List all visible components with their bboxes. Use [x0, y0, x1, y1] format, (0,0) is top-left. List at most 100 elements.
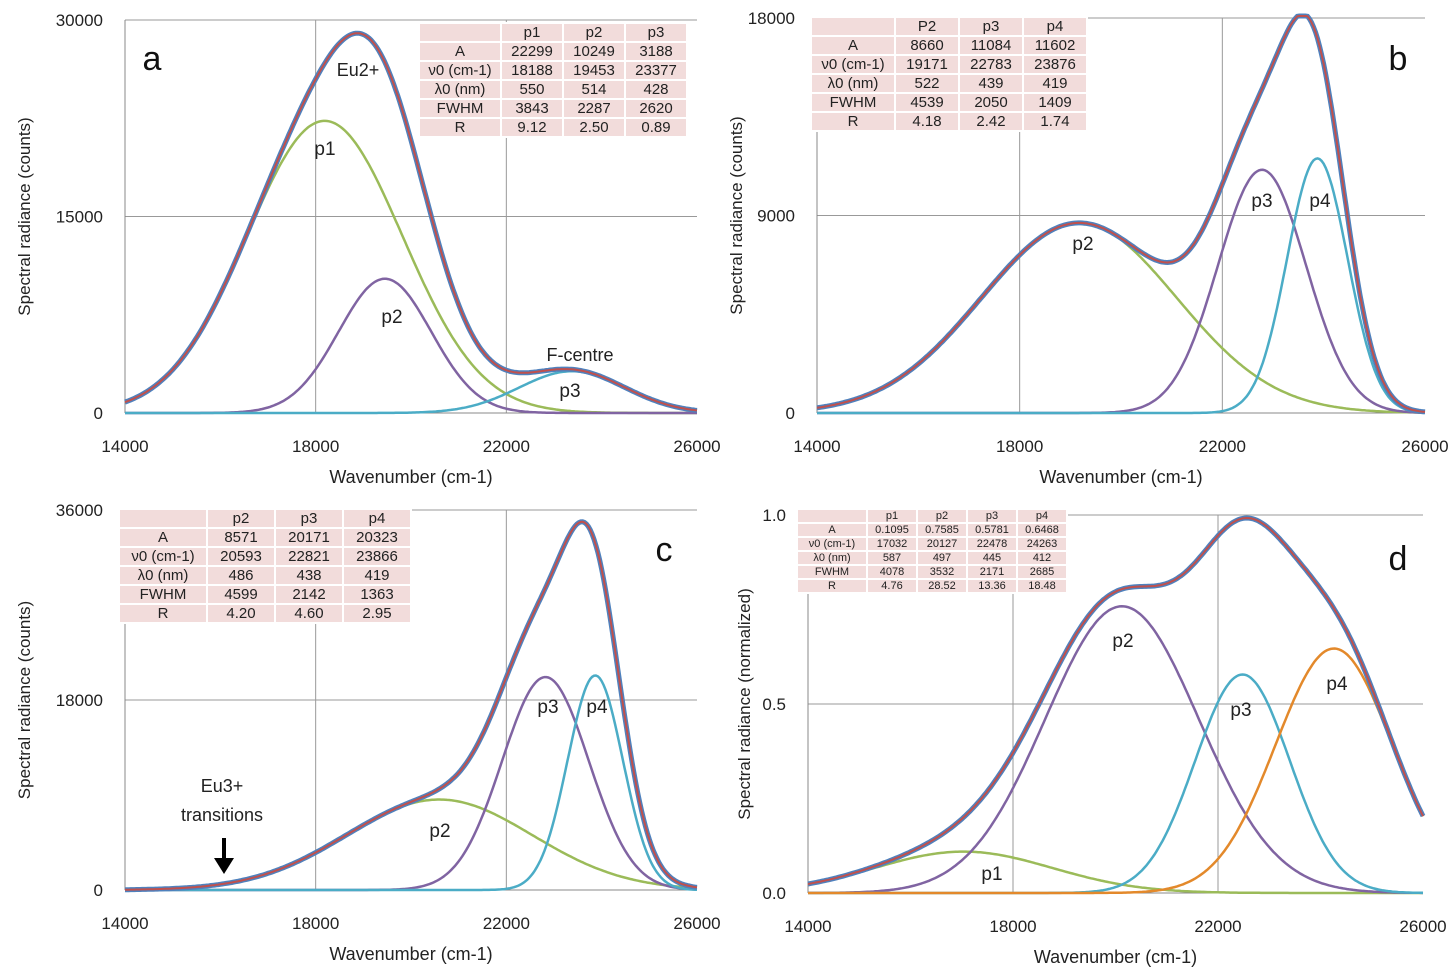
series-label-p3: p3 [1251, 191, 1272, 212]
table-cell: 10249 [564, 43, 624, 60]
table-cell: 0.6468 [1018, 524, 1066, 536]
x-tick-label: 18000 [292, 437, 339, 456]
fit-sum-line [816, 15, 1426, 413]
table-cell: FWHM [812, 94, 894, 111]
table-row: A 0.1095 0.7585 0.5781 0.6468 [798, 524, 1066, 536]
x-tick-label: 22000 [483, 437, 530, 456]
series-label-p2: p2 [1112, 631, 1133, 652]
table-cell: 1.74 [1024, 113, 1086, 130]
annotation: F-centre [546, 345, 613, 365]
x-axis-label: Wavenumber (cm-1) [1034, 947, 1197, 967]
table-cell: R [420, 119, 500, 136]
table-row: P2 p3 p4 [812, 18, 1086, 35]
x-tick-label: 14000 [784, 917, 831, 936]
x-tick-label: 26000 [673, 914, 720, 933]
table-cell: 19453 [564, 62, 624, 79]
y-axis-label: Spectral radiance (normalized) [735, 588, 754, 820]
table-cell [812, 18, 894, 35]
table-cell: ν0 (cm-1) [812, 56, 894, 73]
table-row: p1 p2 p3 [420, 24, 686, 41]
table-cell: P2 [896, 18, 958, 35]
x-tick-label: 18000 [292, 914, 339, 933]
table-cell: p3 [968, 510, 1016, 522]
x-tick-label: 26000 [673, 437, 720, 456]
x-tick-label: 14000 [101, 914, 148, 933]
table-cell: 419 [344, 567, 410, 584]
table-row: FWHM 4599 2142 1363 [120, 586, 410, 603]
table-cell: FWHM [798, 566, 866, 578]
table-cell: 4078 [868, 566, 916, 578]
table-cell: A [420, 43, 500, 60]
annotation: Eu2+ [337, 60, 380, 80]
table-cell: 17032 [868, 538, 916, 550]
x-tick-label: 22000 [483, 914, 530, 933]
table-cell: p3 [626, 24, 686, 41]
y-tick-label: 0 [786, 404, 795, 423]
table-cell: A [120, 529, 206, 546]
series-label-p1: p1 [314, 139, 335, 160]
series-p4-line [817, 157, 1426, 415]
table-cell: 445 [968, 552, 1016, 564]
table-row: R 4.20 4.60 2.95 [120, 605, 410, 622]
y-tick-label: 15000 [56, 208, 103, 227]
table-cell: 3188 [626, 43, 686, 60]
table-row: ν0 (cm-1) 17032 20127 22478 24263 [798, 538, 1066, 550]
y-tick-label: 0 [94, 881, 103, 900]
table-cell: λ0 (nm) [420, 81, 500, 98]
table-cell: p2 [918, 510, 966, 522]
series-label-p4: p4 [1309, 191, 1331, 212]
table-cell: ν0 (cm-1) [120, 548, 206, 565]
table-cell: 2.95 [344, 605, 410, 622]
fit-parameters-table-d: p1 p2 p3 p4 A 0.1095 0.7585 0.5781 0.6468 ν0 (cm-… [796, 508, 1068, 594]
table-cell: 3843 [502, 100, 562, 117]
table-cell: 0.7585 [918, 524, 966, 536]
series-label-p3: p3 [1230, 700, 1251, 721]
table-cell: 412 [1018, 552, 1066, 564]
table-cell [798, 510, 866, 522]
y-tick-label: 0 [94, 404, 103, 423]
x-tick-label: 18000 [989, 917, 1036, 936]
table-cell: 514 [564, 81, 624, 98]
table-cell: 419 [1024, 75, 1086, 92]
table-row: ν0 (cm-1) 20593 22821 23866 [120, 548, 410, 565]
table-cell: 522 [896, 75, 958, 92]
series-p3-line [125, 369, 698, 415]
table-cell: 23866 [344, 548, 410, 565]
panel-letter: c [656, 531, 673, 569]
table-cell: A [812, 37, 894, 54]
series-label-p2: p2 [381, 307, 402, 328]
table-cell: 2685 [1018, 566, 1066, 578]
fit-sum-line [124, 32, 698, 412]
fit-sum-line [125, 520, 698, 891]
table-cell: R [812, 113, 894, 130]
table-cell: 18188 [502, 62, 562, 79]
table-row: λ0 (nm) 550 514 428 [420, 81, 686, 98]
table-row: R 4.76 28.52 13.36 18.48 [798, 580, 1066, 592]
table-cell: FWHM [120, 586, 206, 603]
table-cell: 20127 [918, 538, 966, 550]
series-p1-line [124, 119, 697, 415]
table-cell: FWHM [420, 100, 500, 117]
table-cell: 550 [502, 81, 562, 98]
series-label-p4: p4 [586, 697, 608, 718]
table-cell: 2.50 [564, 119, 624, 136]
table-cell: 11602 [1024, 37, 1086, 54]
x-axis-label: Wavenumber (cm-1) [1039, 467, 1202, 487]
y-tick-label: 36000 [56, 501, 103, 520]
table-cell: λ0 (nm) [798, 552, 866, 564]
table-cell: R [120, 605, 206, 622]
table-cell: 2171 [968, 566, 1016, 578]
table-cell: 1363 [344, 586, 410, 603]
table-cell: 8571 [208, 529, 274, 546]
fit-parameters-table-a: p1 p2 p3 A 22299 10249 3188 ν0 (cm-1) 18188 19453… [418, 22, 688, 138]
table-cell [420, 24, 500, 41]
series-label-p3: p3 [559, 381, 580, 402]
series-label-p2: p2 [1072, 234, 1093, 255]
table-cell: 4599 [208, 586, 274, 603]
table-row: A 8660 11084 11602 [812, 37, 1086, 54]
table-cell: 8660 [896, 37, 958, 54]
table-cell: A [798, 524, 866, 536]
x-tick-label: 22000 [1194, 917, 1241, 936]
table-cell: 23876 [1024, 56, 1086, 73]
table-cell: 1409 [1024, 94, 1086, 111]
